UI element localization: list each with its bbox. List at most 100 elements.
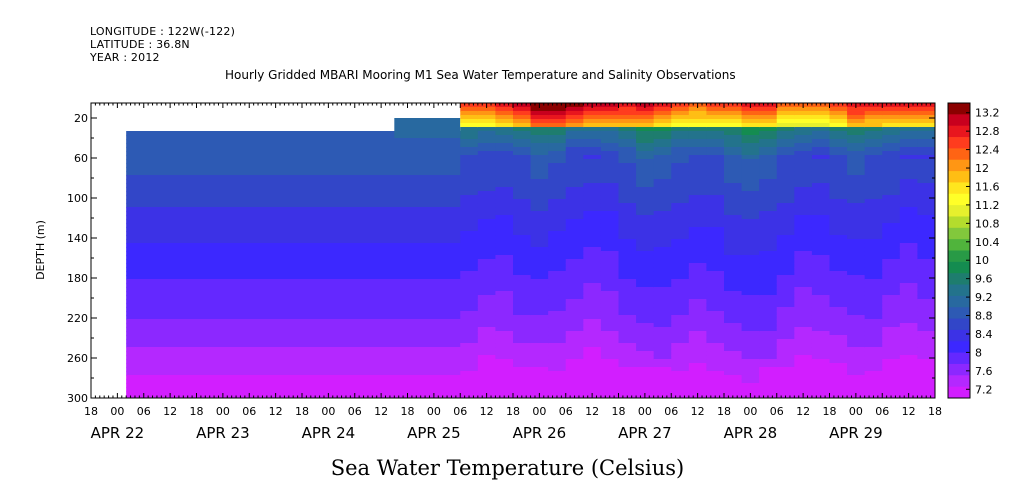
field-cell: [530, 107, 549, 112]
x-hour-tick-label: 18: [823, 405, 837, 418]
field-cell: [636, 295, 655, 300]
field-cell: [477, 315, 497, 320]
field-cell: [899, 363, 919, 368]
field-cell: [600, 259, 620, 264]
field-cell: [565, 359, 584, 364]
field-cell: [864, 191, 883, 196]
field-cell: [636, 223, 655, 228]
field-cell: [882, 303, 901, 308]
field-cell: [706, 347, 725, 352]
x-axis: 18 00 06 12 18 00 06 12 18 00 06 12 18 00 06 12 18 00 06 12…: [84, 103, 942, 442]
field-cell: [899, 251, 919, 256]
field-cell: [671, 351, 690, 356]
field-cell: [495, 299, 514, 304]
field-cell: [618, 231, 637, 236]
field-cell: [671, 379, 690, 384]
field-cell: [636, 263, 655, 268]
field-cell: [706, 223, 725, 228]
field-cell: [477, 359, 497, 364]
field-cell: [618, 339, 637, 344]
field-cell: [460, 295, 479, 300]
field-cell: [548, 315, 567, 320]
field-cell: [724, 383, 743, 388]
field-cell: [829, 351, 848, 356]
colorbar-swatch: [948, 171, 970, 183]
field-cell: [741, 255, 760, 260]
field-cell: [829, 115, 848, 120]
field-band: [126, 215, 461, 220]
field-cell: [776, 275, 795, 280]
field-cell: [829, 259, 848, 264]
field-band: [126, 343, 461, 348]
field-cell: [741, 183, 760, 188]
field-cell: [794, 279, 813, 284]
field-cell: [671, 215, 690, 220]
field-cell: [600, 339, 620, 344]
field-cell: [759, 391, 778, 396]
field-cell: [882, 163, 901, 168]
field-cell: [899, 119, 919, 124]
colorbar-label: 9.2: [975, 291, 993, 304]
field-cell: [741, 219, 760, 224]
field-cell: [917, 363, 935, 368]
field-cell: [495, 295, 514, 300]
field-cell: [776, 167, 795, 172]
field-cell: [513, 195, 532, 200]
field-cell: [864, 247, 883, 252]
field-cell: [899, 387, 919, 392]
field-cell: [618, 299, 637, 304]
field-cell: [671, 383, 690, 388]
field-cell: [495, 303, 514, 308]
field-cell: [600, 307, 620, 312]
field-cell: [829, 359, 848, 364]
field-cell: [829, 331, 848, 336]
field-cell: [618, 115, 637, 120]
x-hour-tick-label: 06: [137, 405, 151, 418]
field-cell: [706, 263, 725, 268]
field-cell: [495, 187, 514, 192]
field-cell: [724, 271, 743, 276]
field-cell: [548, 263, 567, 268]
field-cell: [495, 319, 514, 324]
field-cell: [583, 123, 602, 128]
field-cell: [477, 283, 497, 288]
field-cell: [653, 219, 672, 224]
field-cell: [688, 323, 708, 328]
field-cell: [618, 167, 637, 172]
field-cell: [495, 107, 514, 112]
field-cell: [513, 155, 532, 160]
field-cell: [548, 251, 567, 256]
field-cell: [811, 215, 831, 220]
field-cell: [741, 315, 760, 320]
field-cell: [759, 143, 778, 148]
field-cell: [653, 187, 672, 192]
field-cell: [706, 207, 725, 212]
field-cell: [671, 183, 690, 188]
field-cell: [688, 375, 708, 380]
field-cell: [759, 375, 778, 380]
field-cell: [882, 387, 901, 392]
field-cell: [706, 391, 725, 396]
field-cell: [917, 275, 935, 280]
field-cell: [829, 379, 848, 384]
field-cell: [706, 251, 725, 256]
field-cell: [776, 175, 795, 180]
x-hour-tick-label: 18: [84, 405, 98, 418]
field-cell: [460, 255, 479, 260]
field-cell: [847, 127, 866, 132]
field-cell: [882, 259, 901, 264]
field-cell: [548, 271, 567, 276]
field-cell: [653, 355, 672, 360]
field-cell: [636, 275, 655, 280]
field-cell: [477, 355, 497, 360]
field-cell: [882, 171, 901, 176]
field-cell: [548, 223, 567, 228]
field-cell: [530, 159, 549, 164]
field-cell: [548, 295, 567, 300]
field-cell: [653, 179, 672, 184]
field-cell: [636, 287, 655, 292]
field-cell: [847, 147, 866, 152]
field-cell: [829, 267, 848, 272]
field-cell: [565, 307, 584, 312]
field-cell: [653, 247, 672, 252]
